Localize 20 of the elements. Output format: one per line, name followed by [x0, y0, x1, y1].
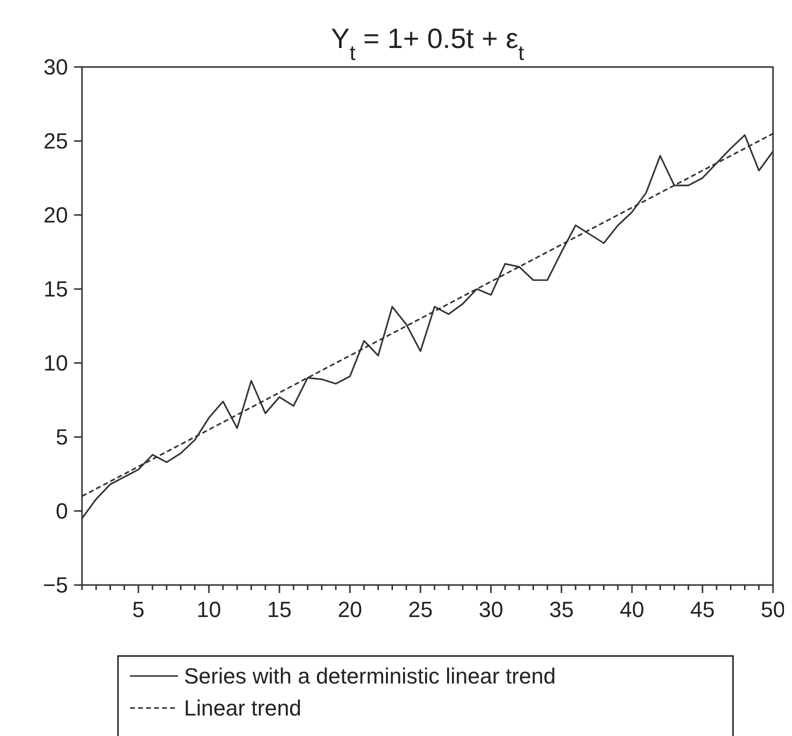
y-tick-label: 30: [44, 54, 68, 80]
x-tick-label: 20: [338, 597, 362, 622]
y-tick-label: 25: [44, 128, 68, 154]
x-tick-label: 30: [478, 597, 504, 622]
y-tick-label: 20: [44, 202, 68, 228]
y-tick-label: 15: [44, 276, 68, 302]
y-tick-label: −5: [42, 572, 68, 598]
x-tick-label: 40: [620, 597, 644, 622]
y-tick-label: 5: [56, 424, 68, 450]
legend-label: Series with a deterministic linear trend: [184, 664, 556, 689]
x-tick-label: 45: [690, 597, 715, 622]
legend-label: Linear trend: [184, 696, 302, 721]
x-tick-label: 25: [408, 597, 433, 622]
x-tick-label: 15: [267, 597, 292, 622]
y-tick-label: 10: [44, 350, 68, 376]
x-tick-label: 35: [549, 597, 574, 622]
x-tick-label: 5: [132, 597, 145, 622]
chart-title: Y$_{t}$ = 1+ 0.5t + ε$_{t}$: [330, 23, 524, 64]
x-tick-label: 10: [196, 597, 222, 622]
y-tick-label: 0: [56, 498, 68, 524]
